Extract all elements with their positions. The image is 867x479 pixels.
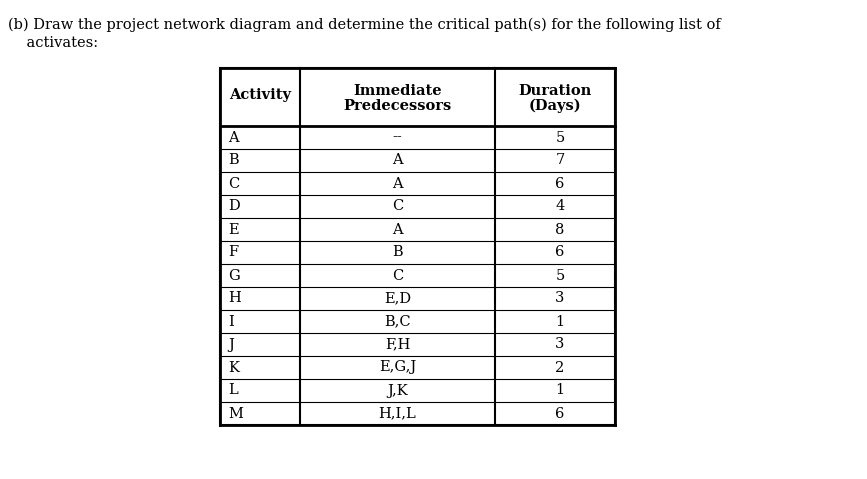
Text: 3: 3 [555, 292, 564, 306]
Text: E,G,J: E,G,J [379, 361, 416, 375]
Text: A: A [392, 223, 403, 237]
Text: B,C: B,C [384, 315, 411, 329]
Text: L: L [228, 384, 238, 398]
Text: M: M [228, 407, 243, 421]
Text: Activity: Activity [229, 88, 291, 102]
Text: A: A [392, 153, 403, 168]
Text: 4: 4 [556, 199, 564, 214]
Text: A: A [392, 176, 403, 191]
Text: activates:: activates: [8, 36, 98, 50]
Text: B: B [392, 246, 403, 260]
Text: (Days): (Days) [529, 99, 581, 113]
Text: --: -- [393, 130, 402, 145]
Text: C: C [392, 269, 403, 283]
Text: E,D: E,D [384, 292, 411, 306]
Text: 6: 6 [555, 407, 564, 421]
Text: 6: 6 [555, 246, 564, 260]
Text: F: F [228, 246, 238, 260]
Text: I: I [228, 315, 234, 329]
Text: 6: 6 [555, 176, 564, 191]
Text: D: D [228, 199, 240, 214]
Text: H,I,L: H,I,L [379, 407, 416, 421]
Text: 8: 8 [555, 223, 564, 237]
Text: 1: 1 [556, 315, 564, 329]
Text: 7: 7 [556, 153, 564, 168]
Text: Predecessors: Predecessors [343, 99, 452, 113]
Text: (b) Draw the project network diagram and determine the critical path(s) for the : (b) Draw the project network diagram and… [8, 18, 720, 33]
Bar [220, 68, 615, 425]
Text: B: B [228, 153, 238, 168]
Text: Immediate: Immediate [353, 84, 442, 98]
Text: Duration: Duration [518, 84, 591, 98]
Text: G: G [228, 269, 240, 283]
Text: A: A [228, 130, 238, 145]
Text: 1: 1 [556, 384, 564, 398]
Text: J: J [228, 338, 234, 352]
Text: 5: 5 [556, 269, 564, 283]
Text: C: C [392, 199, 403, 214]
Text: 2: 2 [556, 361, 564, 375]
Text: K: K [228, 361, 239, 375]
Text: 3: 3 [555, 338, 564, 352]
Text: J,K: J,K [388, 384, 407, 398]
Text: F,H: F,H [385, 338, 410, 352]
Text: 5: 5 [556, 130, 564, 145]
Text: H: H [228, 292, 241, 306]
Text: C: C [228, 176, 239, 191]
Text: E: E [228, 223, 238, 237]
